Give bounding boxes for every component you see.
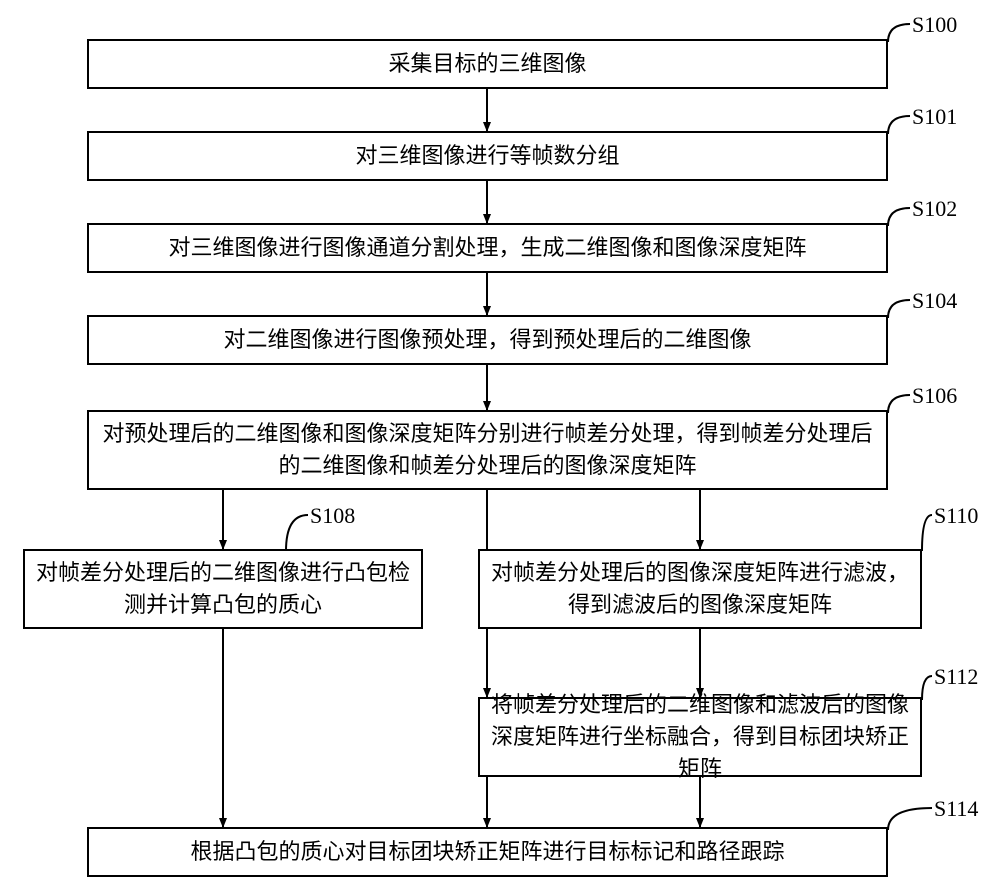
leader-l112 (922, 676, 932, 700)
flow-node-text: 对三维图像进行图像通道分割处理，生成二维图像和图像深度矩阵 (168, 232, 806, 264)
flow-node-n110: 对帧差分处理后的图像深度矩阵进行滤波，得到滤波后的图像深度矩阵 (478, 549, 922, 629)
flow-node-n101: 对三维图像进行等帧数分组 (87, 131, 888, 181)
flow-node-text: 根据凸包的质心对目标团块矫正矩阵进行目标标记和路径跟踪 (190, 836, 784, 868)
step-label-l104: S104 (912, 288, 957, 314)
flow-node-text: 对三维图像进行等帧数分组 (355, 140, 619, 172)
leader-l102 (888, 208, 910, 226)
leader-l106 (888, 395, 910, 413)
flow-node-n104: 对二维图像进行图像预处理，得到预处理后的二维图像 (87, 315, 888, 365)
step-label-l100: S100 (912, 12, 957, 38)
flow-node-text: 采集目标的三维图像 (388, 48, 586, 80)
step-label-l102: S102 (912, 196, 957, 222)
step-label-l114: S114 (934, 796, 978, 822)
flow-node-text: 对预处理后的二维图像和图像深度矩阵分别进行帧差分处理，得到帧差分处理后的二维图像… (99, 418, 876, 482)
flow-node-n102: 对三维图像进行图像通道分割处理，生成二维图像和图像深度矩阵 (87, 223, 888, 273)
flow-node-n108: 对帧差分处理后的二维图像进行凸包检测并计算凸包的质心 (23, 549, 423, 629)
flow-node-n114: 根据凸包的质心对目标团块矫正矩阵进行目标标记和路径跟踪 (87, 827, 888, 877)
flow-node-n106: 对预处理后的二维图像和图像深度矩阵分别进行帧差分处理，得到帧差分处理后的二维图像… (87, 410, 888, 490)
leader-l104 (888, 300, 910, 318)
flow-node-text: 对帧差分处理后的二维图像进行凸包检测并计算凸包的质心 (35, 557, 411, 621)
flow-node-n100: 采集目标的三维图像 (87, 39, 888, 89)
flow-node-text: 对二维图像进行图像预处理，得到预处理后的二维图像 (223, 324, 751, 356)
leader-l108 (286, 515, 308, 551)
step-label-l106: S106 (912, 383, 957, 409)
leader-l101 (888, 116, 910, 134)
flow-node-text: 对帧差分处理后的图像深度矩阵进行滤波，得到滤波后的图像深度矩阵 (490, 557, 910, 621)
flow-node-text: 将帧差分处理后的二维图像和滤波后的图像深度矩阵进行坐标融合，得到目标团块矫正矩阵 (490, 689, 910, 785)
leader-l114 (888, 808, 932, 830)
flowchart-canvas: 采集目标的三维图像对三维图像进行等帧数分组对三维图像进行图像通道分割处理，生成二… (0, 0, 1000, 893)
step-label-l101: S101 (912, 104, 957, 130)
flow-node-n112: 将帧差分处理后的二维图像和滤波后的图像深度矩阵进行坐标融合，得到目标团块矫正矩阵 (478, 697, 922, 777)
leader-l100 (888, 24, 910, 42)
step-label-l112: S112 (934, 664, 978, 690)
step-label-l108: S108 (310, 503, 355, 529)
leader-l110 (922, 515, 932, 551)
step-label-l110: S110 (934, 503, 978, 529)
